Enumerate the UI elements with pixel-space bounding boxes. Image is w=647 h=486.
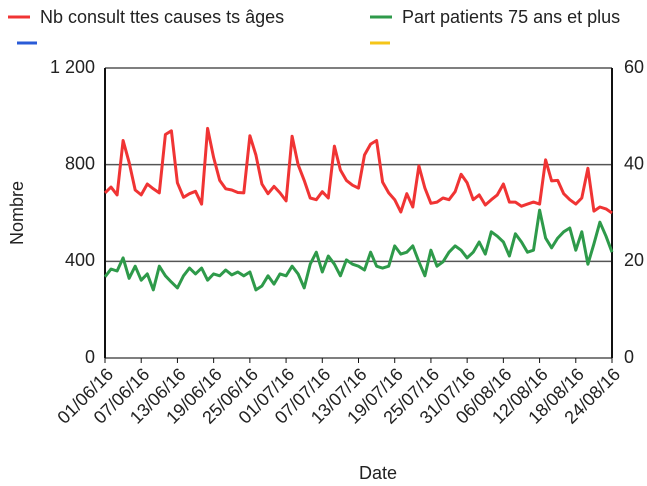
- y2-tick-label: 0: [624, 347, 634, 367]
- x-axis-label: Date: [359, 463, 397, 483]
- legend-label: Part patients 75 ans et plus: [402, 7, 620, 27]
- series-line: [103, 208, 614, 292]
- y-tick-label: 800: [65, 153, 95, 173]
- y-axis-label: Nombre: [7, 181, 27, 245]
- y2-tick-label: 40: [624, 153, 644, 173]
- y2-tick-label: 20: [624, 250, 644, 270]
- legend-label: Nb consult ttes causes ts âges: [40, 7, 284, 27]
- series-line: [103, 126, 613, 215]
- y-tick-label: 400: [65, 250, 95, 270]
- y2-tick-label: 60: [624, 57, 644, 77]
- y-tick-label: 1 200: [50, 57, 95, 77]
- y-tick-label: 0: [85, 347, 95, 367]
